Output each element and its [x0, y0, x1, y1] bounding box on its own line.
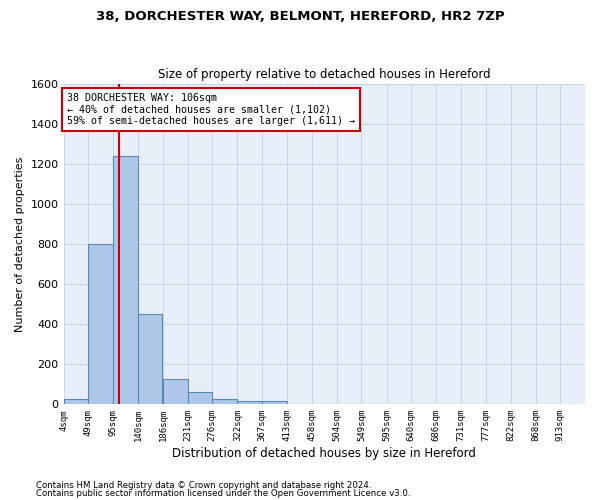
Title: Size of property relative to detached houses in Hereford: Size of property relative to detached ho…	[158, 68, 491, 81]
Text: 38 DORCHESTER WAY: 106sqm
← 40% of detached houses are smaller (1,102)
59% of se: 38 DORCHESTER WAY: 106sqm ← 40% of detac…	[67, 92, 355, 126]
Bar	[262, 402, 287, 404]
Y-axis label: Number of detached properties: Number of detached properties	[15, 156, 25, 332]
Text: Contains public sector information licensed under the Open Government Licence v3: Contains public sector information licen…	[36, 488, 410, 498]
X-axis label: Distribution of detached houses by size in Hereford: Distribution of detached houses by size …	[172, 447, 476, 460]
Bar	[138, 314, 163, 404]
Bar	[113, 156, 138, 404]
Bar	[212, 400, 237, 404]
Text: 38, DORCHESTER WAY, BELMONT, HEREFORD, HR2 7ZP: 38, DORCHESTER WAY, BELMONT, HEREFORD, H…	[95, 10, 505, 23]
Bar	[64, 400, 88, 404]
Text: Contains HM Land Registry data © Crown copyright and database right 2024.: Contains HM Land Registry data © Crown c…	[36, 481, 371, 490]
Bar	[163, 380, 188, 404]
Bar	[238, 402, 262, 404]
Bar	[188, 392, 212, 404]
Bar	[88, 244, 113, 404]
